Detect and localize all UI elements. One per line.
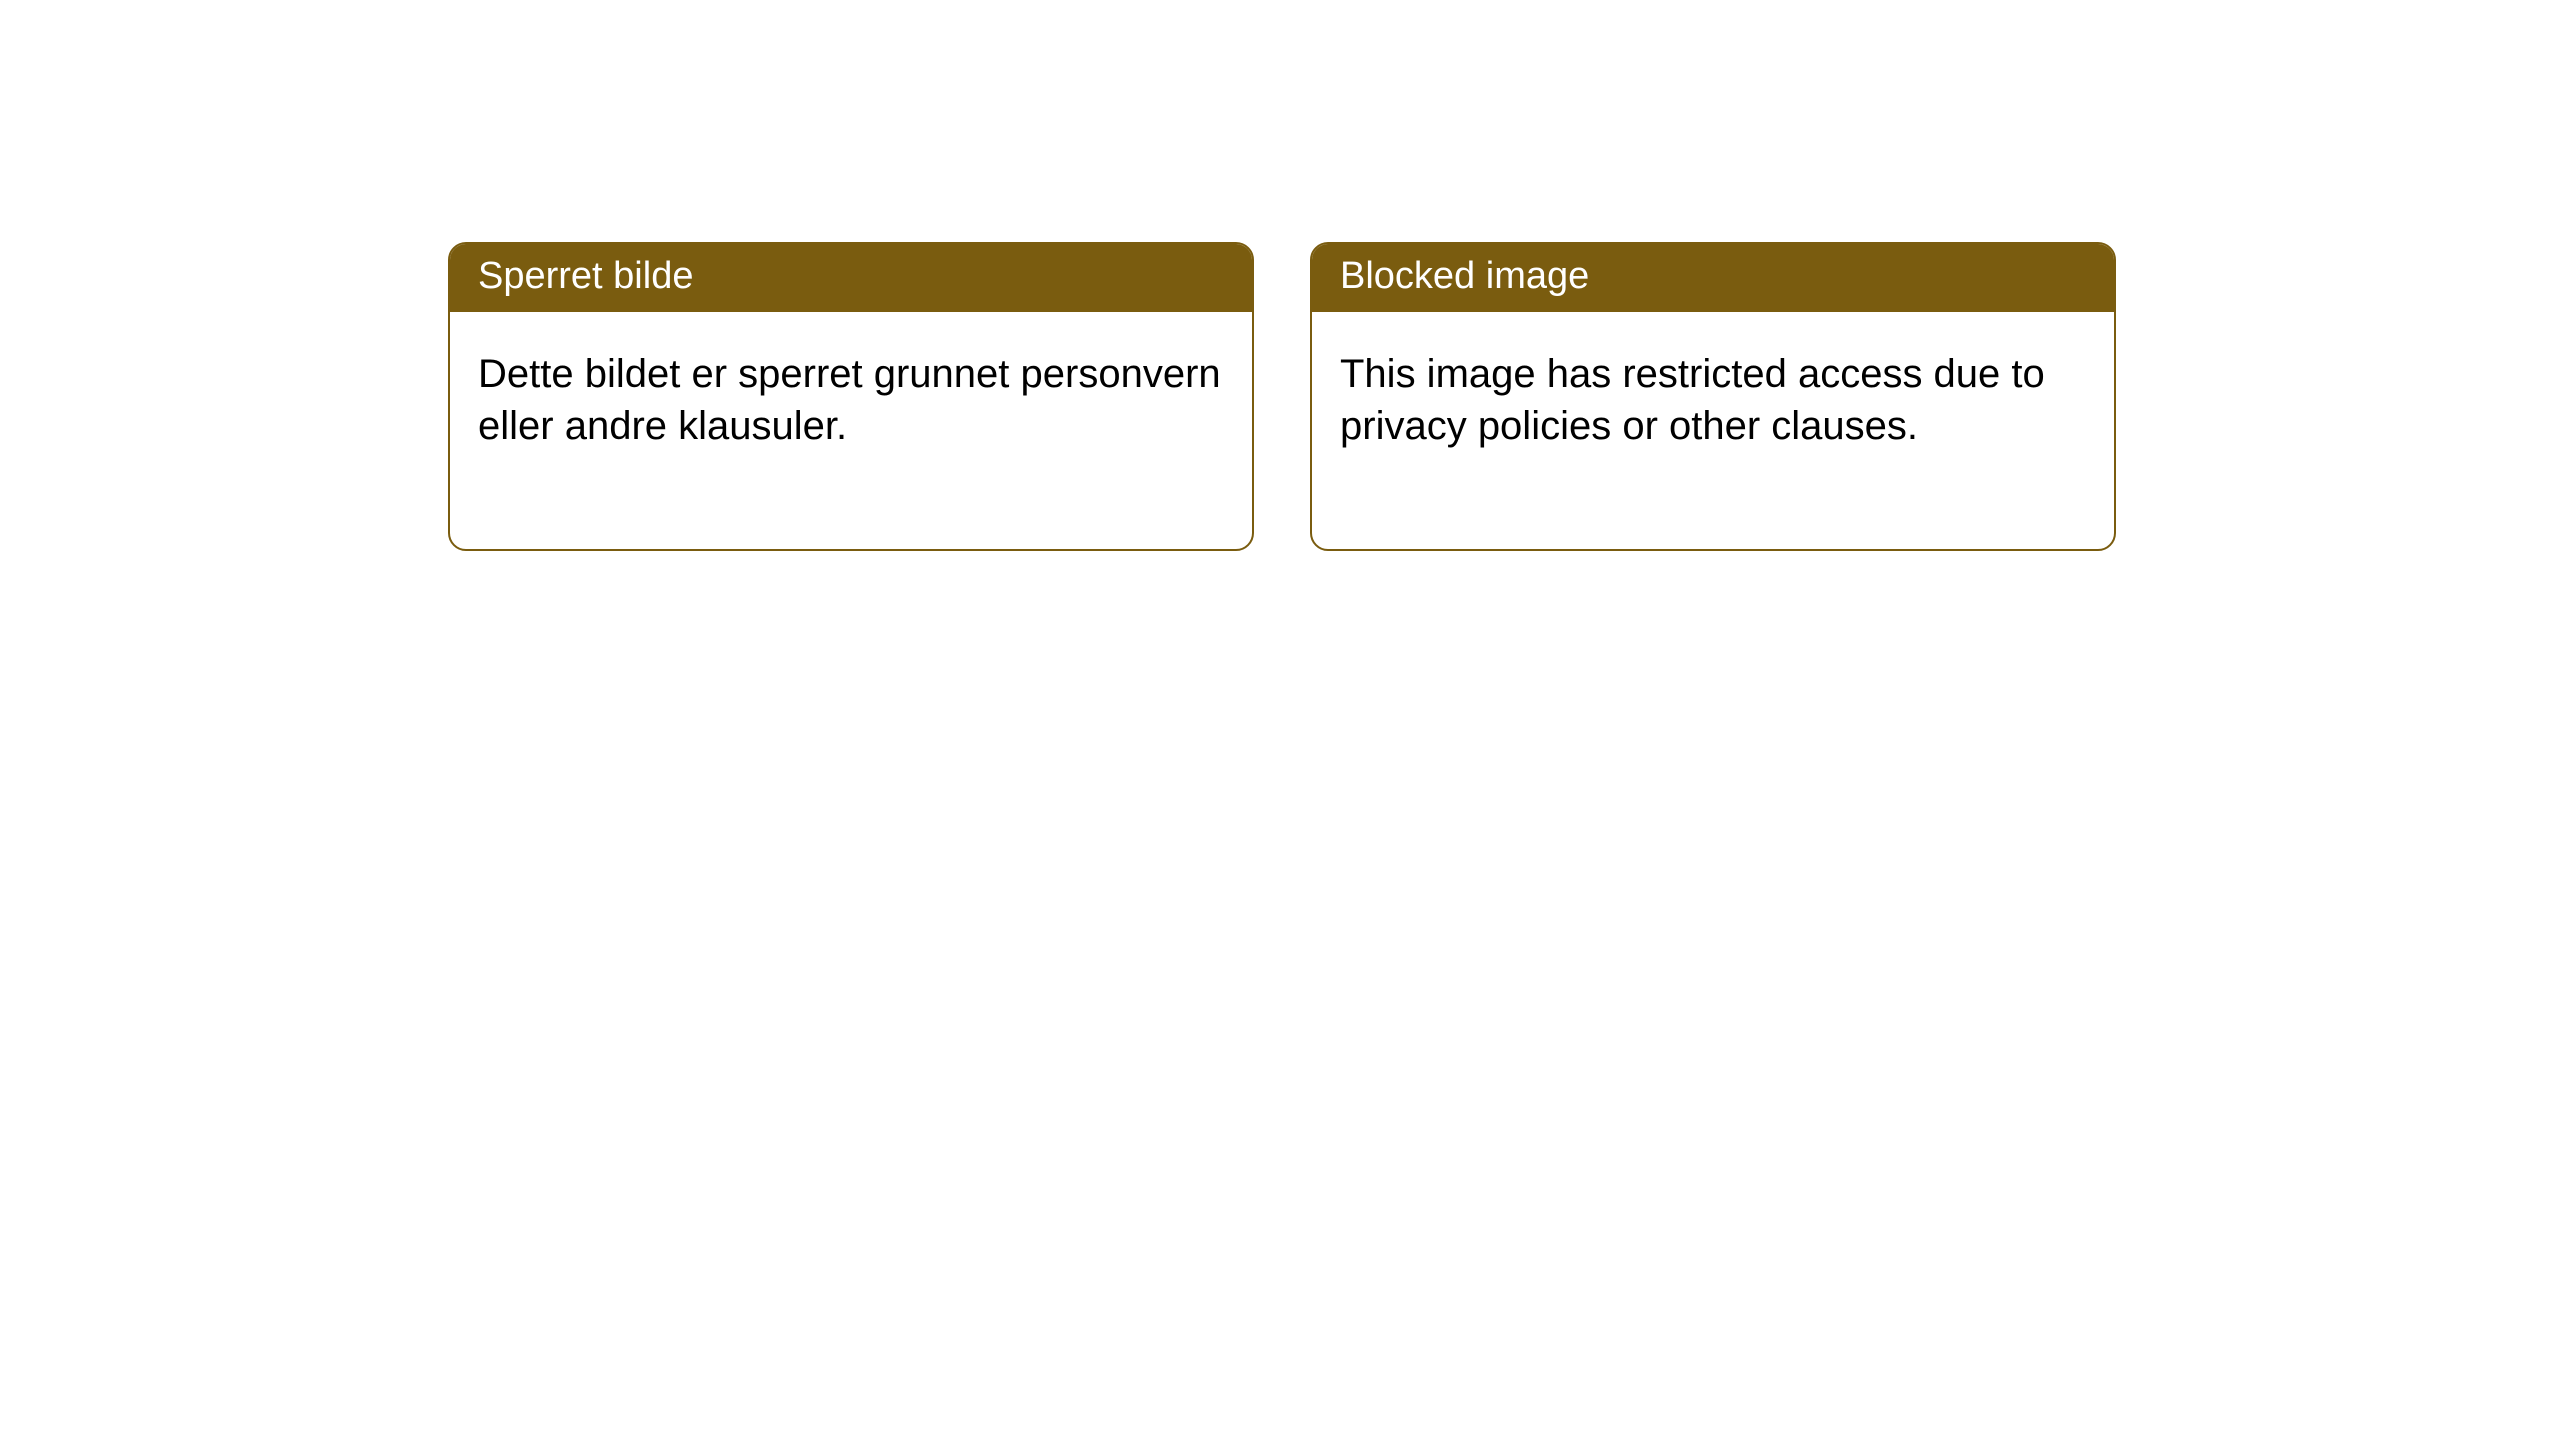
card-message: This image has restricted access due to … — [1340, 352, 2045, 449]
card-title: Sperret bilde — [478, 255, 693, 297]
card-header-norwegian: Sperret bilde — [450, 244, 1252, 312]
card-header-english: Blocked image — [1312, 244, 2114, 312]
notice-container: Sperret bilde Dette bildet er sperret gr… — [0, 0, 2560, 551]
card-body-english: This image has restricted access due to … — [1312, 312, 2114, 550]
notice-card-english: Blocked image This image has restricted … — [1310, 242, 2116, 551]
notice-card-norwegian: Sperret bilde Dette bildet er sperret gr… — [448, 242, 1254, 551]
card-message: Dette bildet er sperret grunnet personve… — [478, 352, 1221, 449]
card-title: Blocked image — [1340, 255, 1589, 297]
card-body-norwegian: Dette bildet er sperret grunnet personve… — [450, 312, 1252, 550]
